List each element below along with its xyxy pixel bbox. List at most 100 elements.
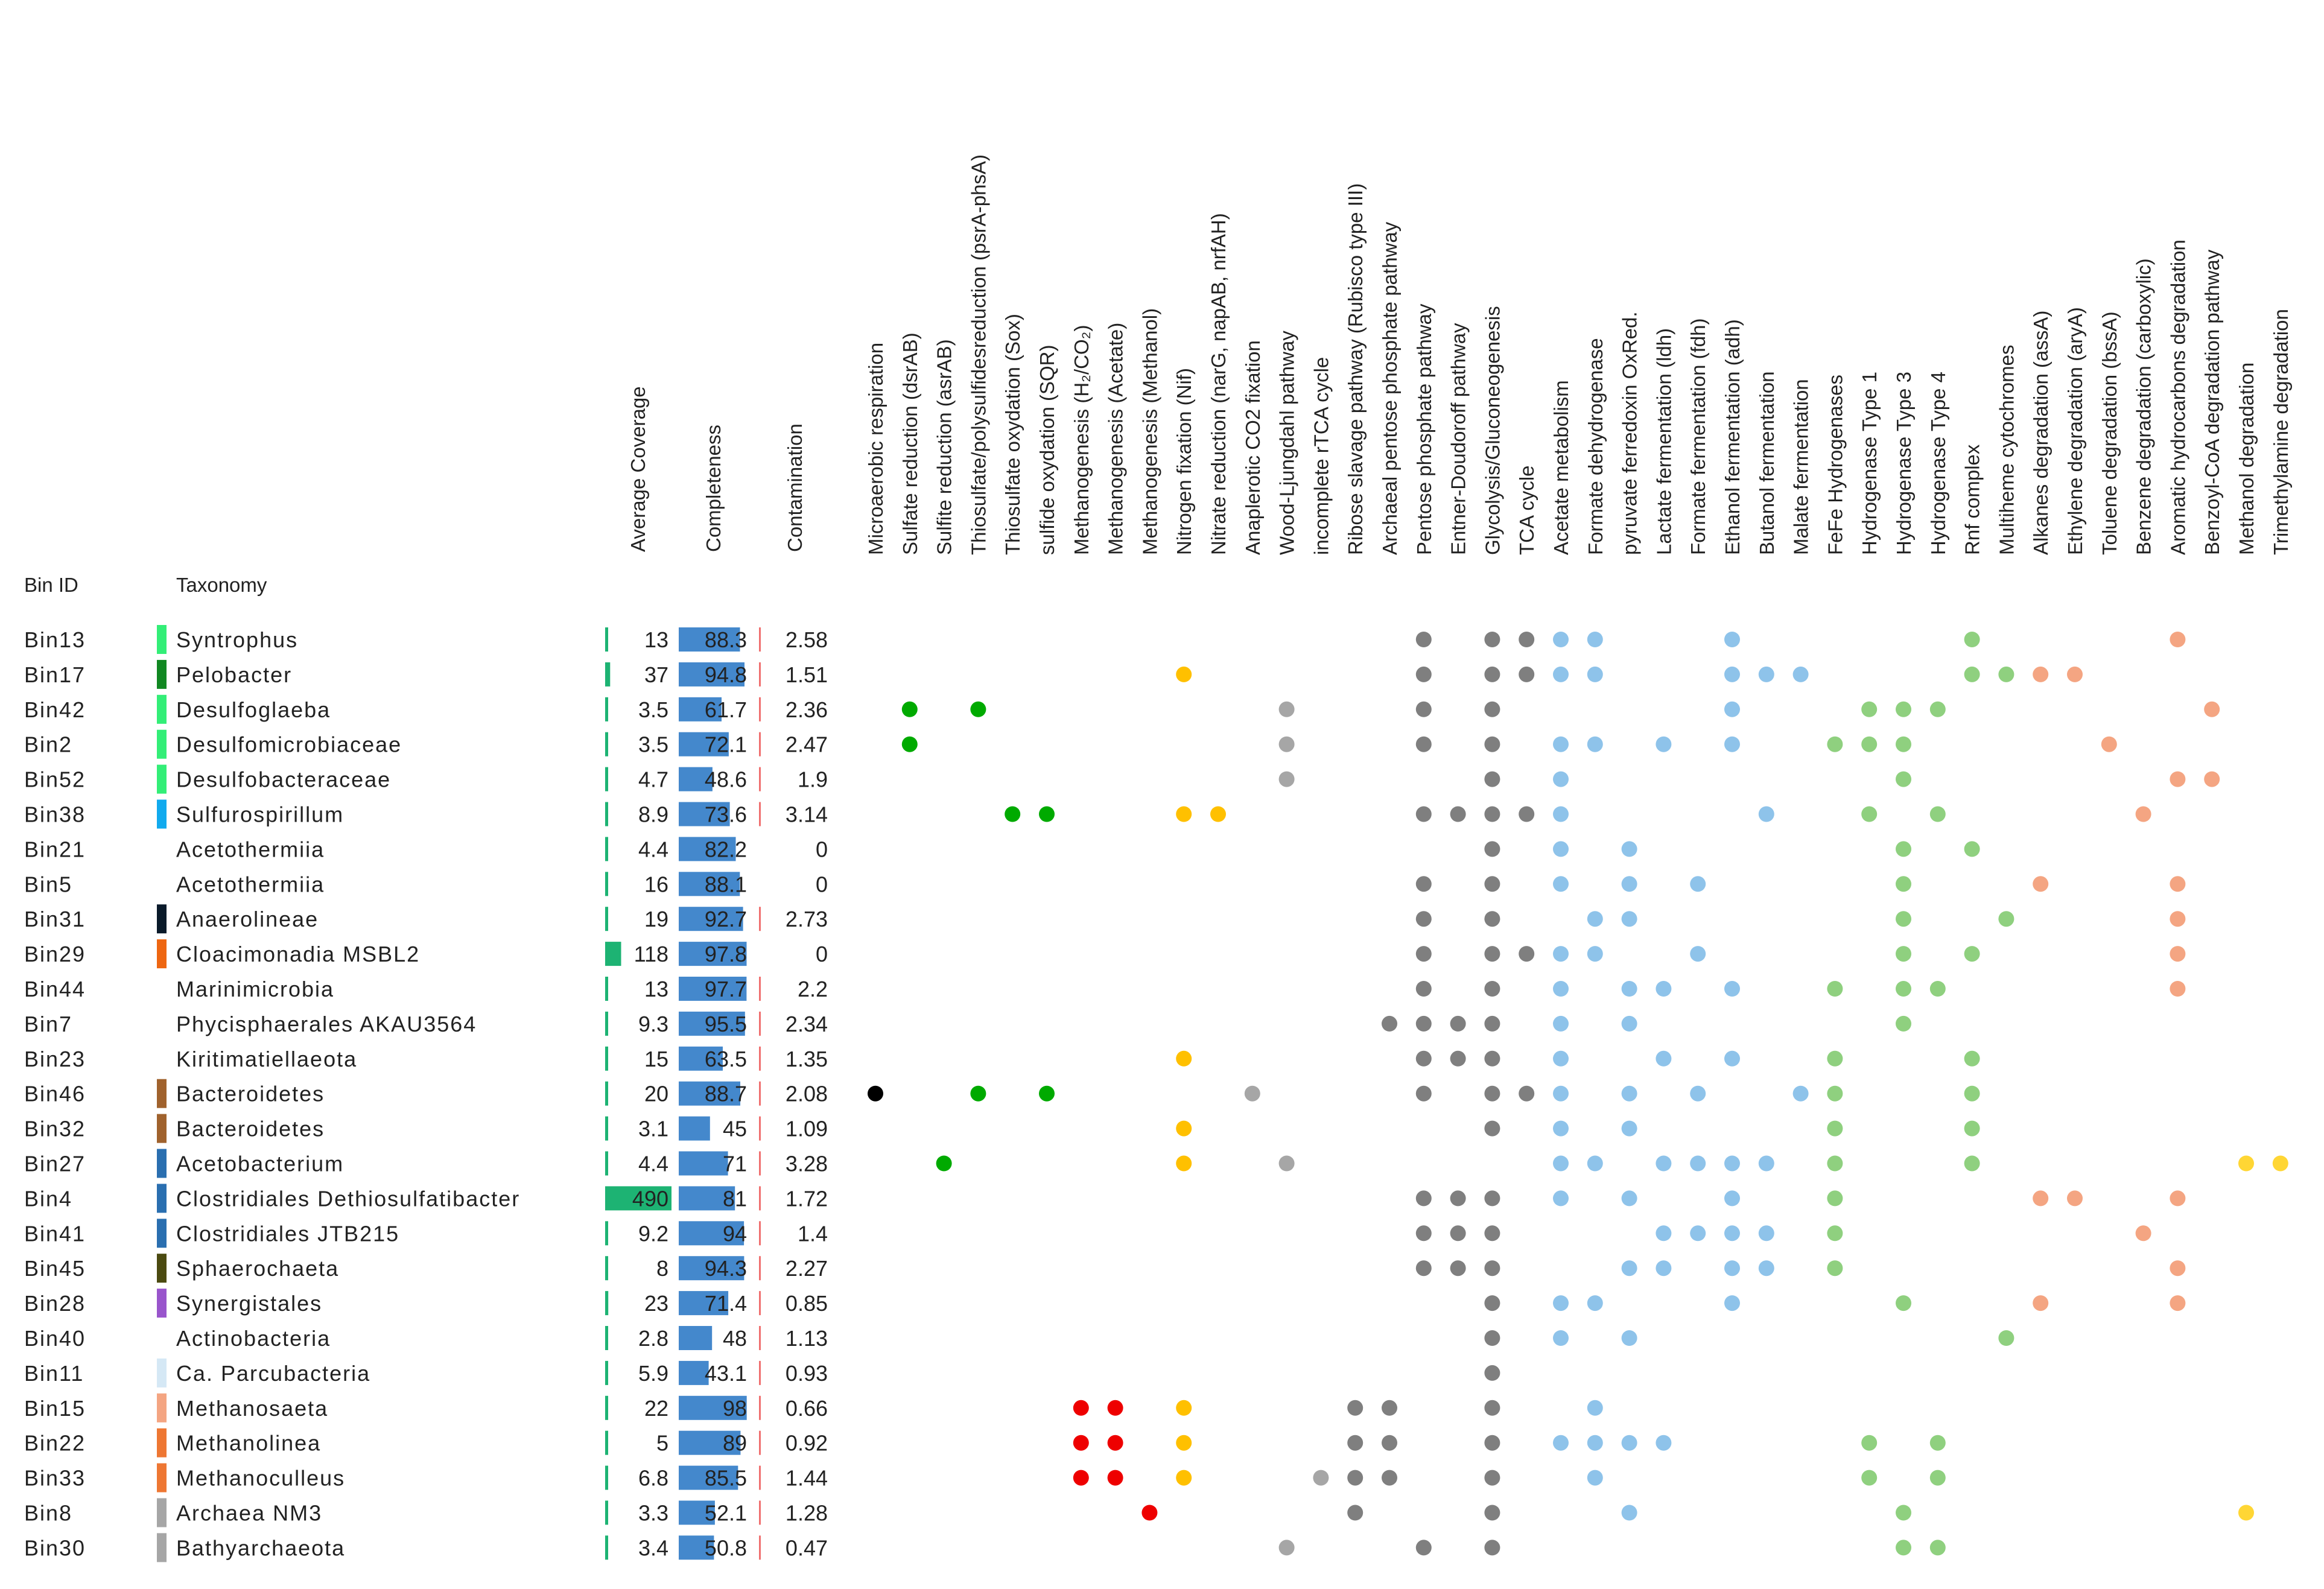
pathway-dot xyxy=(1587,1435,1603,1451)
table-row: Bin23 Kiritimatiellaeota 15 63.5 1.35 xyxy=(24,1046,1980,1071)
pathway-dot xyxy=(1690,1155,1706,1172)
pathway-dot xyxy=(1313,1470,1329,1486)
pathway-header: pyruvate ferredoxin OxRed. xyxy=(1619,311,1641,555)
contamination-bar xyxy=(759,977,761,1001)
taxonomy-color-swatch xyxy=(157,1533,167,1562)
pathway-dot xyxy=(1278,701,1295,717)
completeness-bar xyxy=(679,1360,709,1385)
header-average-coverage: Average Coverage xyxy=(627,386,649,552)
pathway-dot xyxy=(1621,1120,1637,1137)
coverage-value: 3.4 xyxy=(638,1535,668,1560)
completeness-bar xyxy=(679,662,745,687)
table-row: Bin22 Methanolinea 5 89 0.92 xyxy=(24,1428,1946,1457)
completeness-bar xyxy=(679,1430,741,1455)
coverage-bar xyxy=(605,1360,608,1385)
pathway-header: Methanogenesis (Methanol) xyxy=(1138,308,1161,555)
coverage-value: 22 xyxy=(644,1396,668,1421)
coverage-bar xyxy=(605,1256,608,1281)
pathway-dot xyxy=(1896,911,1911,927)
pathway-dot xyxy=(1450,1015,1466,1032)
pathway-dot xyxy=(1724,1295,1740,1311)
completeness-bar xyxy=(679,1221,745,1246)
coverage-value: 8.9 xyxy=(638,802,668,827)
bin-id: Bin46 xyxy=(24,1082,86,1106)
coverage-value: 3.1 xyxy=(638,1117,668,1141)
pathway-dot xyxy=(2170,876,2186,892)
contamination-value: 2.2 xyxy=(798,977,828,1001)
pathway-dot xyxy=(1656,1260,1672,1277)
contamination-bar xyxy=(759,1535,761,1560)
coverage-value: 4.7 xyxy=(638,767,668,792)
contamination-bar xyxy=(759,1081,761,1106)
table-row: Bin30 Bathyarchaeota 3.4 50.8 0.47 xyxy=(24,1533,1946,1562)
completeness-bar xyxy=(679,942,747,966)
coverage-value: 490 xyxy=(632,1186,668,1211)
completeness-value: 88.3 xyxy=(705,627,747,652)
pathway-dot xyxy=(1758,1155,1774,1172)
pathway-dot xyxy=(1484,911,1500,927)
pathway-dot xyxy=(1278,771,1295,787)
table-row: Bin28 Synergistales 23 71.4 0.85 xyxy=(24,1289,2186,1318)
pathway-dot xyxy=(1553,841,1569,857)
taxonomy-label: Methanosaeta xyxy=(176,1396,328,1421)
completeness-bar xyxy=(679,1256,745,1281)
taxonomy-label: Pelobacter xyxy=(176,662,292,687)
pathway-dot xyxy=(1519,1085,1535,1102)
coverage-value: 8 xyxy=(656,1256,668,1281)
pathway-header: Alkanes degradation (assA) xyxy=(2030,311,2052,555)
pathway-dot xyxy=(1484,806,1500,822)
completeness-value: 45 xyxy=(723,1117,747,1141)
taxonomy-label: Phycisphaerales AKAU3564 xyxy=(176,1012,477,1036)
taxonomy-label: Sphaerochaeta xyxy=(176,1256,339,1281)
pathway-dot xyxy=(1724,981,1740,997)
completeness-value: 97.7 xyxy=(705,977,747,1001)
pathway-dot xyxy=(1107,1470,1123,1486)
taxonomy-color-swatch xyxy=(157,625,167,654)
pathway-dot xyxy=(1484,1505,1500,1521)
bin-id: Bin44 xyxy=(24,977,86,1001)
taxonomy-color-swatch xyxy=(157,1184,167,1213)
table-row: Bin38 Sulfurospirillum 8.9 73.6 3.14 xyxy=(24,799,2151,829)
pathway-dot xyxy=(1484,736,1500,752)
pathway-dot xyxy=(1587,1400,1603,1416)
coverage-bar xyxy=(605,1151,608,1176)
taxonomy-label: Marinimicrobia xyxy=(176,977,334,1001)
coverage-value: 23 xyxy=(644,1291,668,1316)
pathway-dot xyxy=(1073,1400,1089,1416)
pathway-dot xyxy=(1656,1225,1672,1242)
pathway-header: Formate fermentation (fdh) xyxy=(1687,319,1709,556)
pathway-header: Lactate fermentation (ldh) xyxy=(1653,328,1675,555)
coverage-value: 16 xyxy=(644,872,668,896)
pathway-dot xyxy=(1621,1190,1637,1207)
taxonomy-label: Archaea NM3 xyxy=(176,1501,322,1526)
pathway-dot xyxy=(1382,1400,1397,1416)
pathway-dot xyxy=(1792,666,1809,682)
pathway-dot xyxy=(1827,1225,1843,1242)
pathway-header: Benzene degradation (carboxylic) xyxy=(2133,258,2155,555)
pathway-dot xyxy=(1792,1085,1809,1102)
pathway-dot xyxy=(1553,1190,1569,1207)
pathway-dot xyxy=(1690,876,1706,892)
pathway-dot xyxy=(1896,1015,1911,1032)
pathway-dot xyxy=(1587,1470,1603,1486)
pathway-dot xyxy=(1553,1015,1569,1032)
pathway-dot xyxy=(2238,1155,2254,1172)
pathway-dot xyxy=(1553,1295,1569,1311)
pathway-dot xyxy=(1484,666,1500,682)
pathway-dot xyxy=(1415,701,1432,717)
pathway-dot xyxy=(1964,1155,1980,1172)
pathway-dot xyxy=(1141,1505,1158,1521)
pathway-dot xyxy=(2067,666,2083,682)
taxonomy-label: Acetobacterium xyxy=(176,1152,344,1176)
pathway-dot xyxy=(2170,911,2186,927)
pathway-dot xyxy=(1587,1155,1603,1172)
pathway-dot xyxy=(1107,1435,1123,1451)
pathway-dot xyxy=(1656,1435,1672,1451)
pathway-dot xyxy=(1553,981,1569,997)
taxonomy-label: Cloacimonadia MSBL2 xyxy=(176,942,420,966)
pathway-dot xyxy=(901,736,918,752)
pathway-dot xyxy=(1724,1190,1740,1207)
pathway-header: Methanogenesis (H₂/CO₂) xyxy=(1070,325,1093,555)
completeness-value: 63.5 xyxy=(705,1047,747,1071)
contamination-value: 1.13 xyxy=(786,1326,828,1351)
